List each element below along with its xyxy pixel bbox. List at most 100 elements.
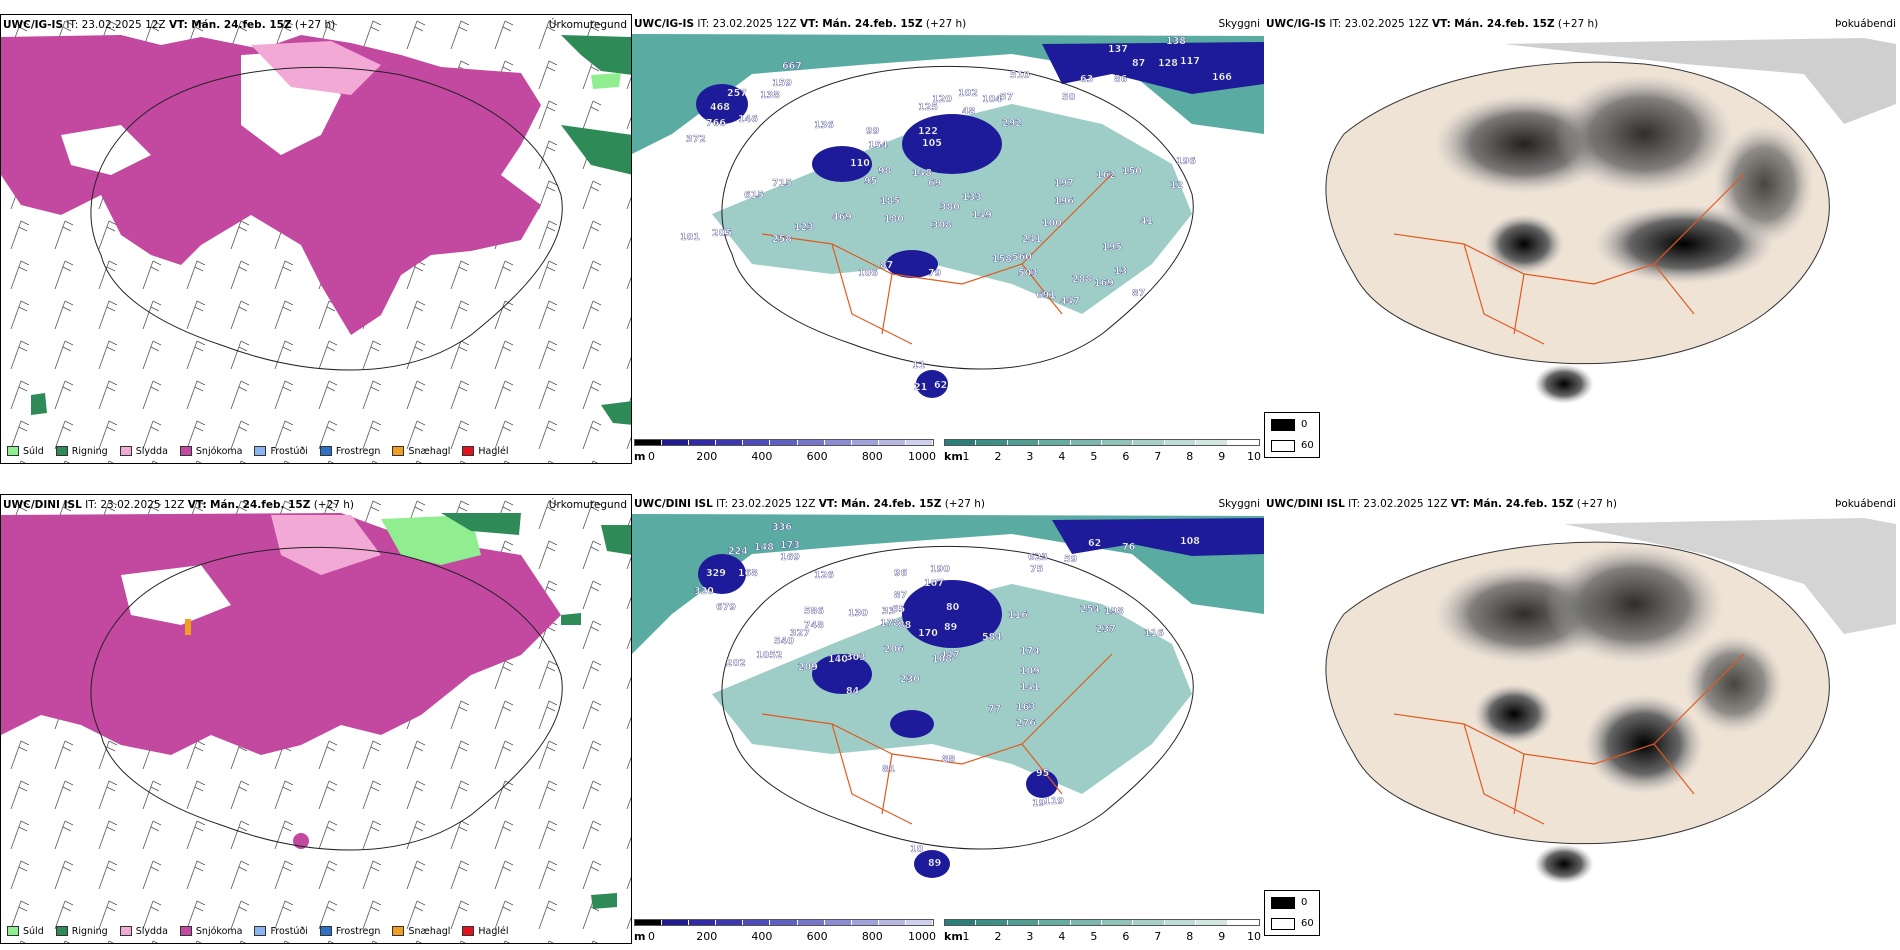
height-label: 130 [848,608,868,619]
legend-label: Haglél [478,445,509,457]
height-label: 586 [804,606,824,617]
tick-label: 1 [962,450,970,463]
tick-label: 800 [861,450,883,463]
height-label: 63 [1080,74,1093,85]
cbar-unit: km [944,930,963,943]
road-network [761,653,1113,825]
height-label: 615 [744,190,764,201]
height-label: 329 [706,568,726,579]
legend-swatch [119,926,132,936]
height-label: 162 [1096,170,1116,181]
low-ceiling-blobs [698,518,1264,878]
fog-sea [1504,38,1896,124]
height-label: 560 [1012,252,1032,263]
init-time: 23.02.2025 12Z [731,498,816,510]
height-label: 89 [928,858,941,869]
drizzle-area [591,73,621,89]
height-label: 180 [884,214,904,225]
legend-label: Slydda [135,445,168,457]
legend-item: Snjókoma [179,446,242,457]
ceiling-colorbar: m 0 200 400 600 800 1000 [634,438,936,463]
panel-title: Skyggni [1218,18,1261,30]
iceland-outline [90,546,563,851]
tick-label: 5 [1090,450,1098,463]
visibility-colorbar: km 1 2 3 4 5 6 7 8 9 10 [944,438,1261,463]
height-label: 87 [880,260,893,271]
height-label: 178 [880,618,900,629]
height-label: 21 [914,382,927,393]
height-label: 148 [912,168,932,179]
height-label: 254 [1080,604,1100,615]
height-label: 195 [1102,242,1122,253]
legend-item: Rigning [55,446,108,457]
rain-area [31,35,631,425]
height-label: 288 [1072,274,1092,285]
lead-time: (+27 h) [1576,498,1618,510]
fog-panel-row2: UWC/DINI ISL IT: 23.02.2025 12Z VT: Mán.… [1264,494,1900,944]
height-label: 303 [846,652,866,663]
legend-item: Rigning [55,926,108,937]
cbar-unit: m [634,930,646,943]
height-label: 667 [782,61,802,72]
vt-label: VT: [799,18,819,30]
precip-type-map [1,15,631,463]
height-label: 209 [798,662,818,673]
land-cloud-area [712,584,1192,794]
legend-item: Súld [7,446,44,457]
fog-legend-row2: 0 60 [1264,890,1320,936]
height-label: 468 [710,102,730,113]
low-ceiling-blobs [696,42,1264,398]
legend-item: Frostúði [254,446,308,457]
tick-label: 1000 [908,450,936,463]
cbar-unit: m [634,450,646,463]
height-label: 100 [1042,218,1062,229]
valid-time: Mán. 24.feb. 15Z [1454,18,1555,30]
precip-legend: Súld Rigning Slydda Snjókoma Frostúði Fr… [7,923,509,939]
road-network [761,173,1113,345]
model-name: UWC/IG-IS [634,18,695,30]
height-label: 123 [794,222,814,233]
lead-time: (+27 h) [313,499,355,511]
tick-label: 7 [1154,450,1162,463]
model-name: UWC/DINI ISL [634,498,713,510]
tick-label: 400 [751,450,773,463]
tick-label: 4 [1058,930,1066,943]
legend-label: Frostúði [270,925,308,937]
model-name: UWC/DINI ISL [3,499,82,511]
cbar-strip [634,919,934,926]
legend-item: Haglél [462,926,509,937]
it-label: IT: [85,499,98,511]
height-label: 327 [790,628,810,639]
height-label: 1052 [756,650,782,661]
legend-item: Frostregn [319,926,380,937]
height-label: 79 [928,268,941,279]
cbar-strip [944,919,1260,926]
valid-time: Mán. 24.feb. 15Z [1473,498,1574,510]
height-label: 148 [754,542,774,553]
height-label: 137 [1108,44,1128,55]
legend-swatch [319,926,332,936]
valid-time: Mán. 24.feb. 15Z [210,499,311,511]
run-header: UWC/IG-IS IT: 23.02.2025 12Z VT: Mán. 24… [3,19,335,31]
height-label: 110 [850,158,870,169]
tick-label: 8 [1186,930,1194,943]
ceiling-colorbar: m 0 200 400 600 800 1000 [634,918,936,943]
model-name: UWC/IG-IS [3,19,64,31]
height-label: 196 [1054,196,1074,207]
height-label: 150 [1122,166,1142,177]
tick-label: 400 [751,930,773,943]
legend-item: Frostregn [319,446,380,457]
ceiling-map: 336 224 148 173 169 329 168 320 679 126 … [632,514,1264,878]
legend-swatch [7,926,19,936]
height-label: 48 [962,106,976,117]
tick-label: 7 [1154,930,1162,943]
tick-label: 9 [1218,450,1226,463]
height-label: 766 [706,118,726,129]
height-label: 540 [774,636,794,647]
legend-swatch [254,926,267,936]
legend-item: Snæhagl [392,926,450,937]
height-label: 107 [924,578,944,589]
lead-time: (+27 h) [944,498,986,510]
iceland-outline [90,66,563,371]
precip-legend: Súld Rigning Slydda Snjókoma Frostúði Fr… [7,443,509,459]
